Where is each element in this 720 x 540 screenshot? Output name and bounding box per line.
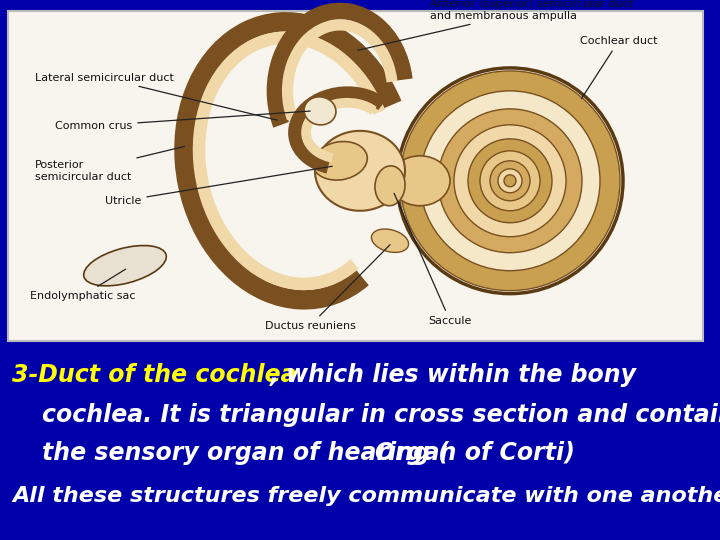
Text: Ductus reuniens: Ductus reuniens (264, 245, 390, 330)
FancyBboxPatch shape (8, 11, 703, 341)
Circle shape (454, 125, 566, 237)
Text: Common crus: Common crus (55, 111, 310, 131)
Text: Utricle: Utricle (105, 166, 332, 206)
Text: the sensory organ of hearing (: the sensory organ of hearing ( (42, 441, 449, 465)
Text: 3-Duct of the cochlea: 3-Duct of the cochlea (12, 363, 297, 388)
Text: Organ of Corti): Organ of Corti) (375, 441, 575, 465)
Circle shape (480, 151, 540, 211)
Ellipse shape (375, 166, 405, 206)
Circle shape (504, 175, 516, 187)
Ellipse shape (84, 246, 166, 286)
Text: , which lies within the bony: , which lies within the bony (270, 363, 637, 388)
Text: Lateral semicircular duct: Lateral semicircular duct (35, 73, 277, 120)
Circle shape (420, 91, 600, 271)
Circle shape (490, 161, 530, 201)
Text: Endolymphatic sac: Endolymphatic sac (30, 269, 135, 301)
Text: Cochlear duct: Cochlear duct (580, 36, 657, 99)
Ellipse shape (304, 97, 336, 125)
Ellipse shape (372, 229, 408, 252)
Ellipse shape (315, 131, 405, 211)
Circle shape (498, 169, 522, 193)
Text: Posterior
semicircular duct: Posterior semicircular duct (35, 146, 184, 181)
Ellipse shape (390, 156, 450, 206)
Circle shape (468, 139, 552, 222)
Text: Anterior (superior) semicircular duct
and membranous ampulla: Anterior (superior) semicircular duct an… (358, 0, 633, 50)
Circle shape (438, 109, 582, 253)
Text: Saccule: Saccule (394, 193, 472, 326)
Text: All these structures freely communicate with one another.: All these structures freely communicate … (12, 486, 720, 506)
Ellipse shape (312, 141, 367, 180)
Text: cochlea. It is triangular in cross section and contains: cochlea. It is triangular in cross secti… (42, 403, 720, 427)
Circle shape (400, 71, 620, 291)
